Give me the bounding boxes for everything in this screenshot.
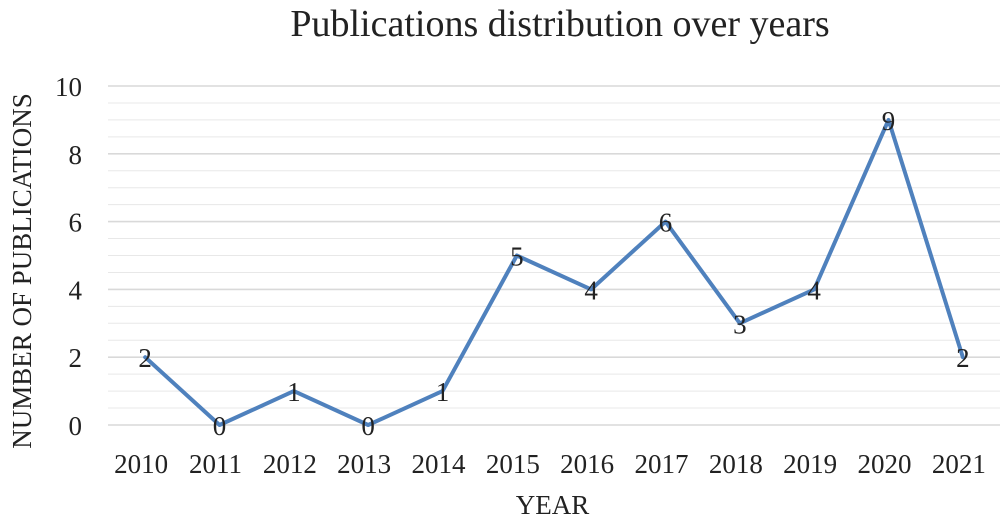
data-label: 4: [584, 275, 598, 305]
y-tick-label: 0: [69, 411, 83, 441]
data-label: 4: [807, 275, 821, 305]
y-tick-label: 6: [69, 208, 83, 238]
data-label: 2: [138, 343, 152, 373]
series-line: [143, 117, 965, 427]
data-label: 3: [733, 309, 747, 339]
x-tick-label: 2018: [709, 449, 763, 479]
x-tick-label: 2011: [189, 449, 242, 479]
x-tick-label: 2017: [635, 449, 689, 479]
x-tick-label: 2013: [337, 449, 391, 479]
x-tick-label: 2014: [412, 449, 467, 479]
x-axis-label: YEAR: [515, 490, 590, 520]
x-tick-labels: 2010 2011 2012 2013 2014 2015 2016 2017 2018 2019…: [114, 449, 986, 479]
x-tick-label: 2019: [783, 449, 837, 479]
data-label: 1: [287, 377, 301, 407]
y-tick-labels: 0 2 4 6 8 10: [55, 72, 83, 441]
x-tick-label: 2016: [560, 449, 614, 479]
x-tick-label: 2020: [858, 449, 912, 479]
y-tick-label: 2: [69, 343, 83, 373]
series-group: [143, 117, 965, 427]
y-tick-label: 4: [69, 275, 83, 305]
gridlines: [108, 85, 1000, 426]
data-labels: 2 0 1 0 1 5 4 6 3 4 9 2: [138, 106, 969, 441]
x-tick-label: 2012: [263, 449, 317, 479]
chart-title: Publications distribution over years: [290, 3, 830, 45]
data-label: 5: [510, 242, 524, 272]
x-tick-label: 2010: [114, 449, 168, 479]
data-label: 0: [361, 411, 375, 441]
data-label: 1: [436, 377, 450, 407]
x-tick-label: 2021: [932, 449, 986, 479]
x-tick-label: 2015: [486, 449, 540, 479]
data-label: 6: [659, 208, 673, 238]
data-label: 2: [956, 343, 970, 373]
y-tick-label: 10: [55, 72, 82, 102]
data-label: 0: [213, 411, 227, 441]
data-label: 9: [882, 106, 896, 136]
y-tick-label: 8: [69, 140, 83, 170]
